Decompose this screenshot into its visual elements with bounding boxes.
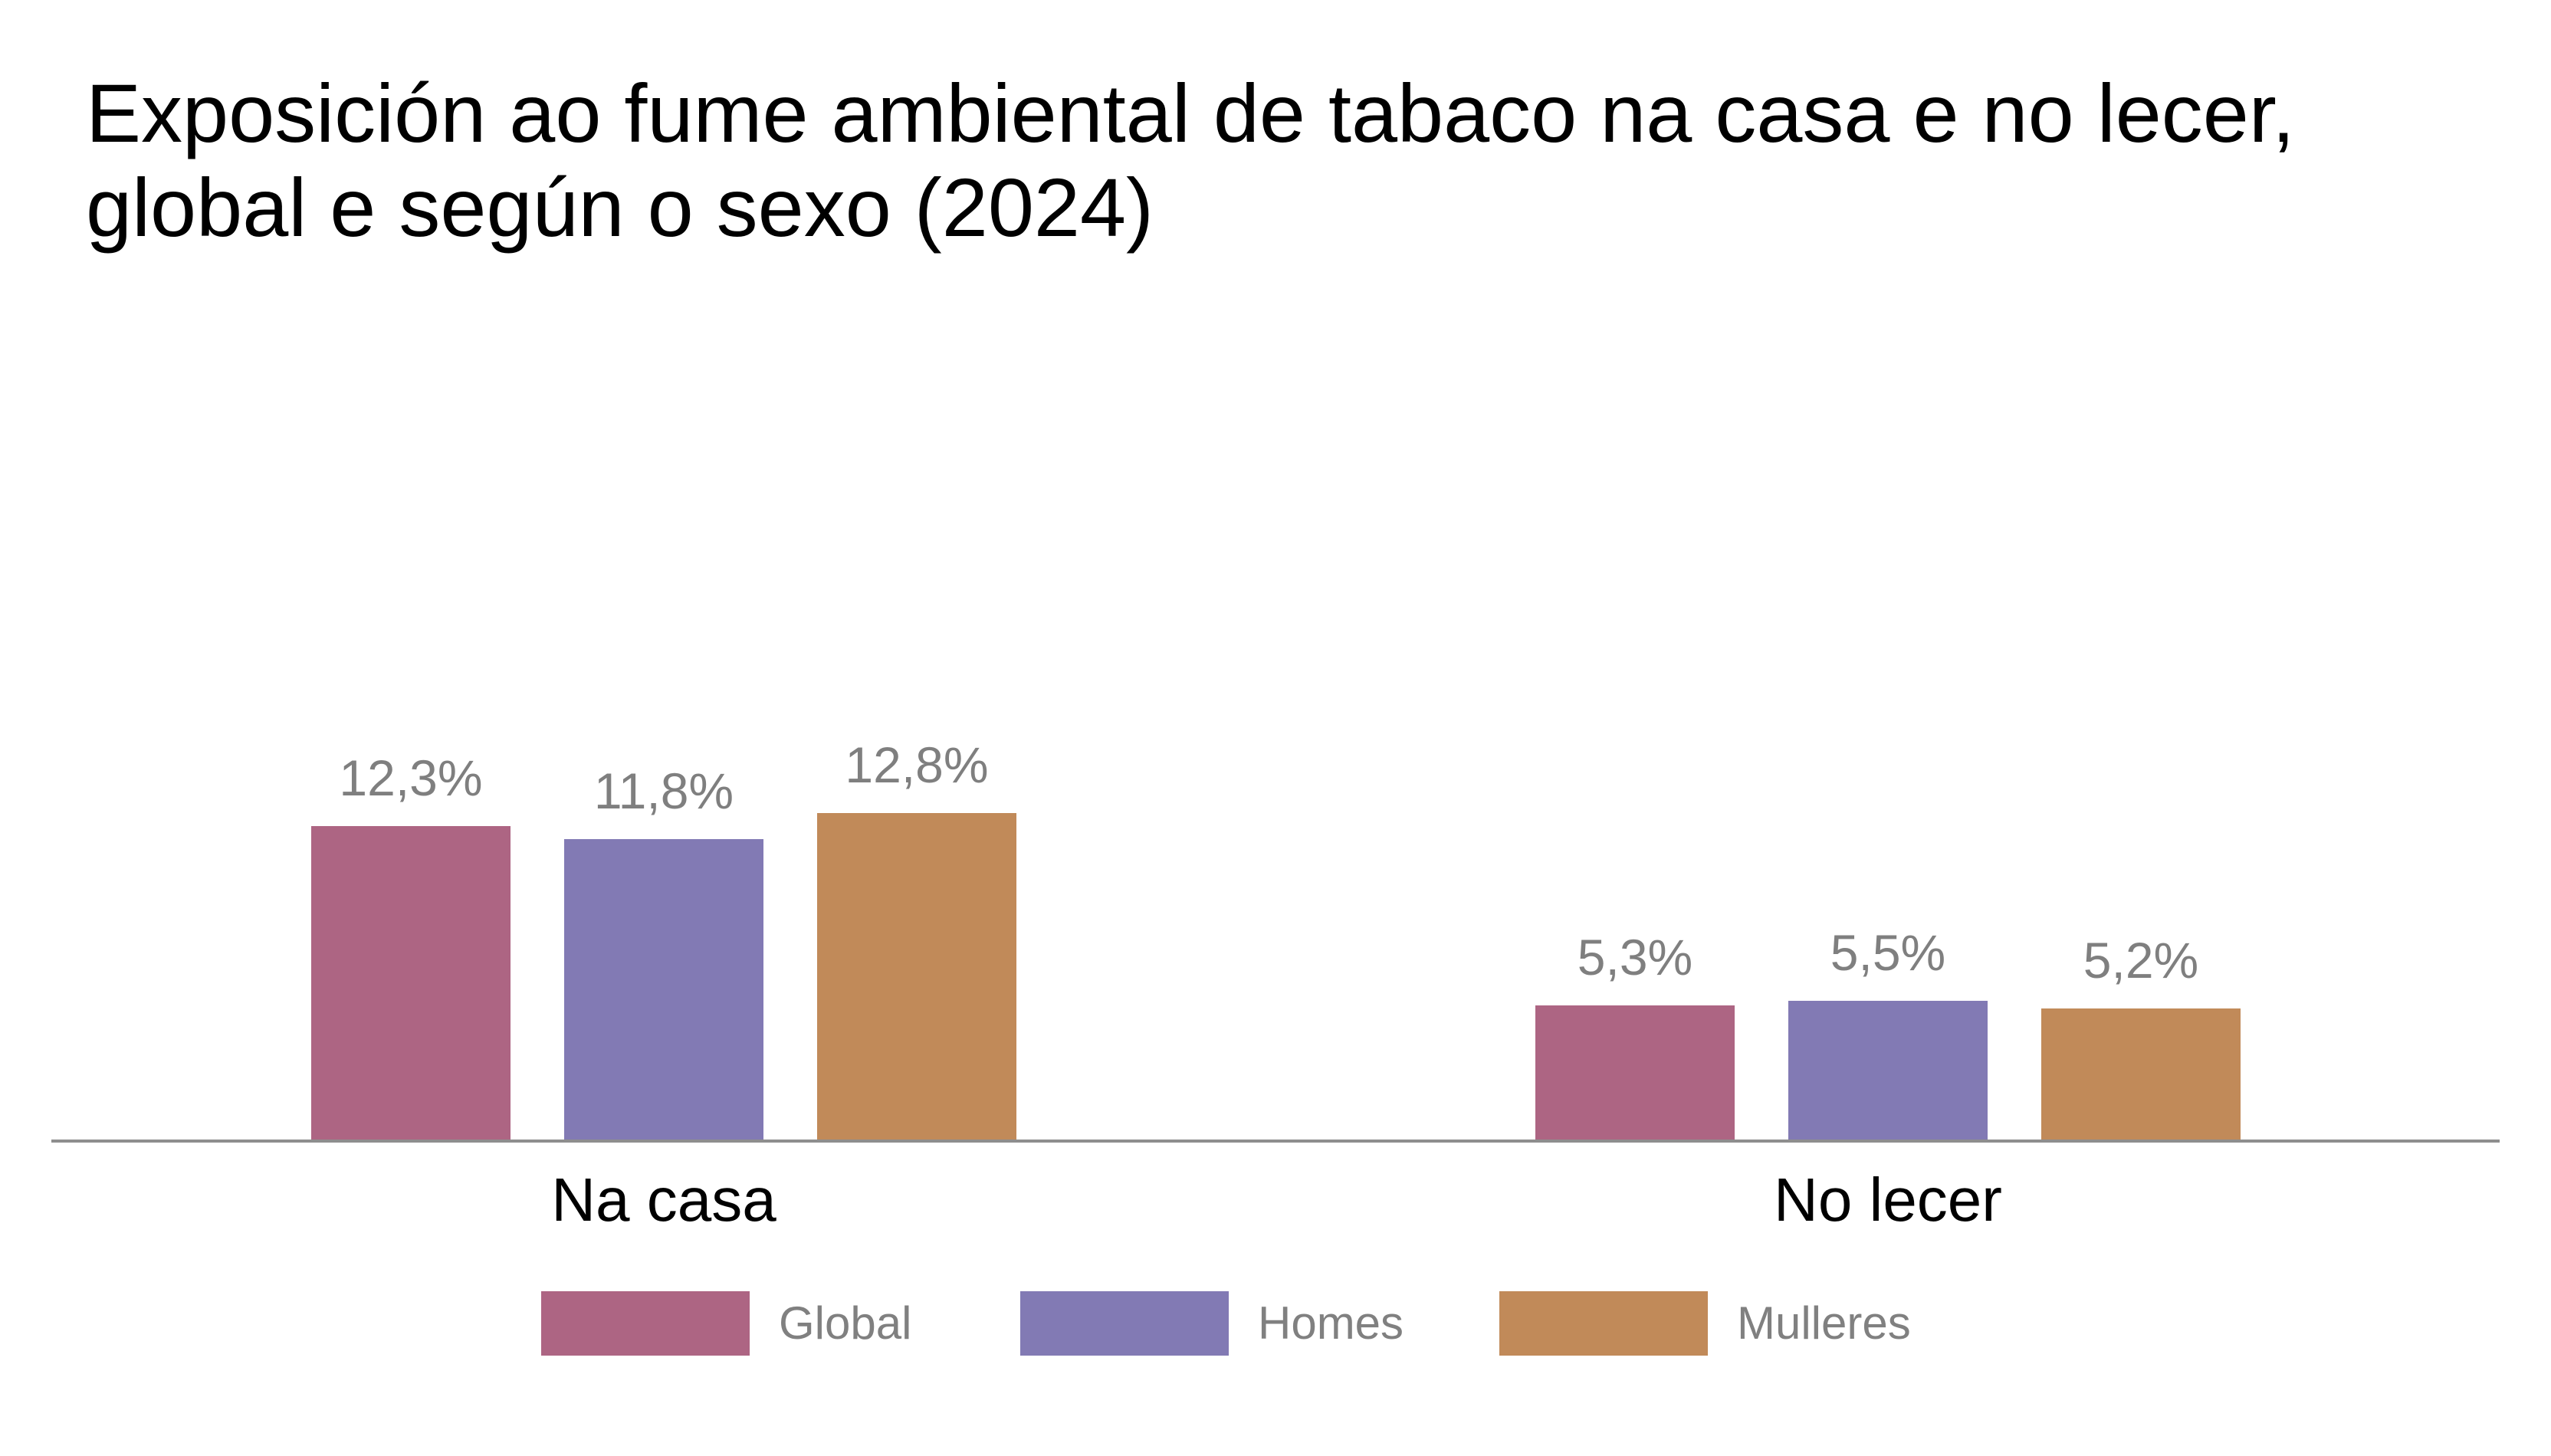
bar-global-1 [1535,1005,1735,1142]
value-label: 5,2% [2083,932,2199,989]
legend-item-homes: Homes [1020,1291,1427,1356]
chart-title: Exposición ao fume ambiental de tabaco n… [86,67,2295,254]
x-axis-label: No lecer [1774,1166,2002,1234]
value-label: 12,8% [845,736,989,793]
bar-mulleres-1 [2041,1008,2241,1142]
x-axis-line [51,1140,2500,1143]
legend-item-mulleres: Mulleres [1499,1291,1911,1356]
legend-item-global: Global [541,1291,947,1356]
legend-label: Mulleres [1737,1297,1911,1349]
bar-global-0 [311,826,511,1142]
legend-label: Global [779,1297,912,1349]
x-axis-label: Na casa [551,1166,776,1234]
legend-swatch [1499,1291,1708,1356]
legend-swatch [1020,1291,1229,1356]
legend-swatch [541,1291,750,1356]
value-label: 5,5% [1830,924,1946,981]
legend-label: Homes [1258,1297,1404,1349]
value-label: 11,8% [593,762,734,819]
legend: Global Homes Mulleres [541,1291,1911,1356]
value-label: 5,3% [1577,929,1693,985]
bar-homes-1 [1788,1001,1988,1142]
bar-mulleres-0 [817,813,1016,1142]
bar-homes-0 [564,839,763,1142]
value-label: 12,3% [339,749,483,806]
